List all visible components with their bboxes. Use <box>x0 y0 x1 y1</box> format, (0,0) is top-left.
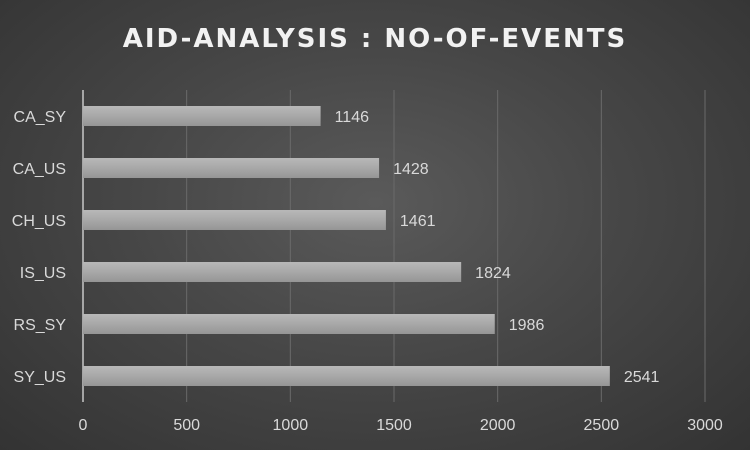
category-labels: CA_SY CA_US CH_US IS_US RS_SY SY_US <box>12 109 67 386</box>
x-tick-labels: 0 500 1000 1500 2000 2500 3000 <box>79 417 723 434</box>
category-label: IS_US <box>20 265 66 282</box>
data-label: 1146 <box>335 109 370 126</box>
bar-ca-sy <box>83 106 321 126</box>
x-tick-label: 500 <box>173 417 200 434</box>
data-label: 1986 <box>509 317 545 334</box>
category-label: CA_US <box>13 161 66 178</box>
bar-is-us <box>83 262 462 282</box>
bar-rs-sy <box>83 314 495 334</box>
x-tick-label: 2000 <box>480 417 516 434</box>
data-label: 1428 <box>393 161 429 178</box>
category-label: RS_SY <box>14 317 67 334</box>
gridlines <box>186 90 706 402</box>
bar-ch-us <box>83 210 386 230</box>
data-label: 1824 <box>475 265 511 282</box>
x-tick-label: 2500 <box>584 417 620 434</box>
x-tick-label: 1000 <box>273 417 309 434</box>
bar-sy-us <box>83 366 610 386</box>
category-label: SY_US <box>14 369 66 386</box>
x-tick-label: 0 <box>79 417 88 434</box>
data-labels: 1146 1428 1461 1824 1986 2541 <box>335 109 660 386</box>
data-label: 2541 <box>624 369 660 386</box>
bar-ca-us <box>83 158 380 178</box>
x-tick-label: 3000 <box>687 417 723 434</box>
category-label: CH_US <box>12 213 66 230</box>
bars <box>83 106 610 386</box>
data-label: 1461 <box>400 213 436 230</box>
x-tick-label: 1500 <box>376 417 412 434</box>
chart-title: AID-ANALYSIS : NO-OF-EVENTS <box>122 24 628 54</box>
category-label: CA_SY <box>14 109 67 126</box>
